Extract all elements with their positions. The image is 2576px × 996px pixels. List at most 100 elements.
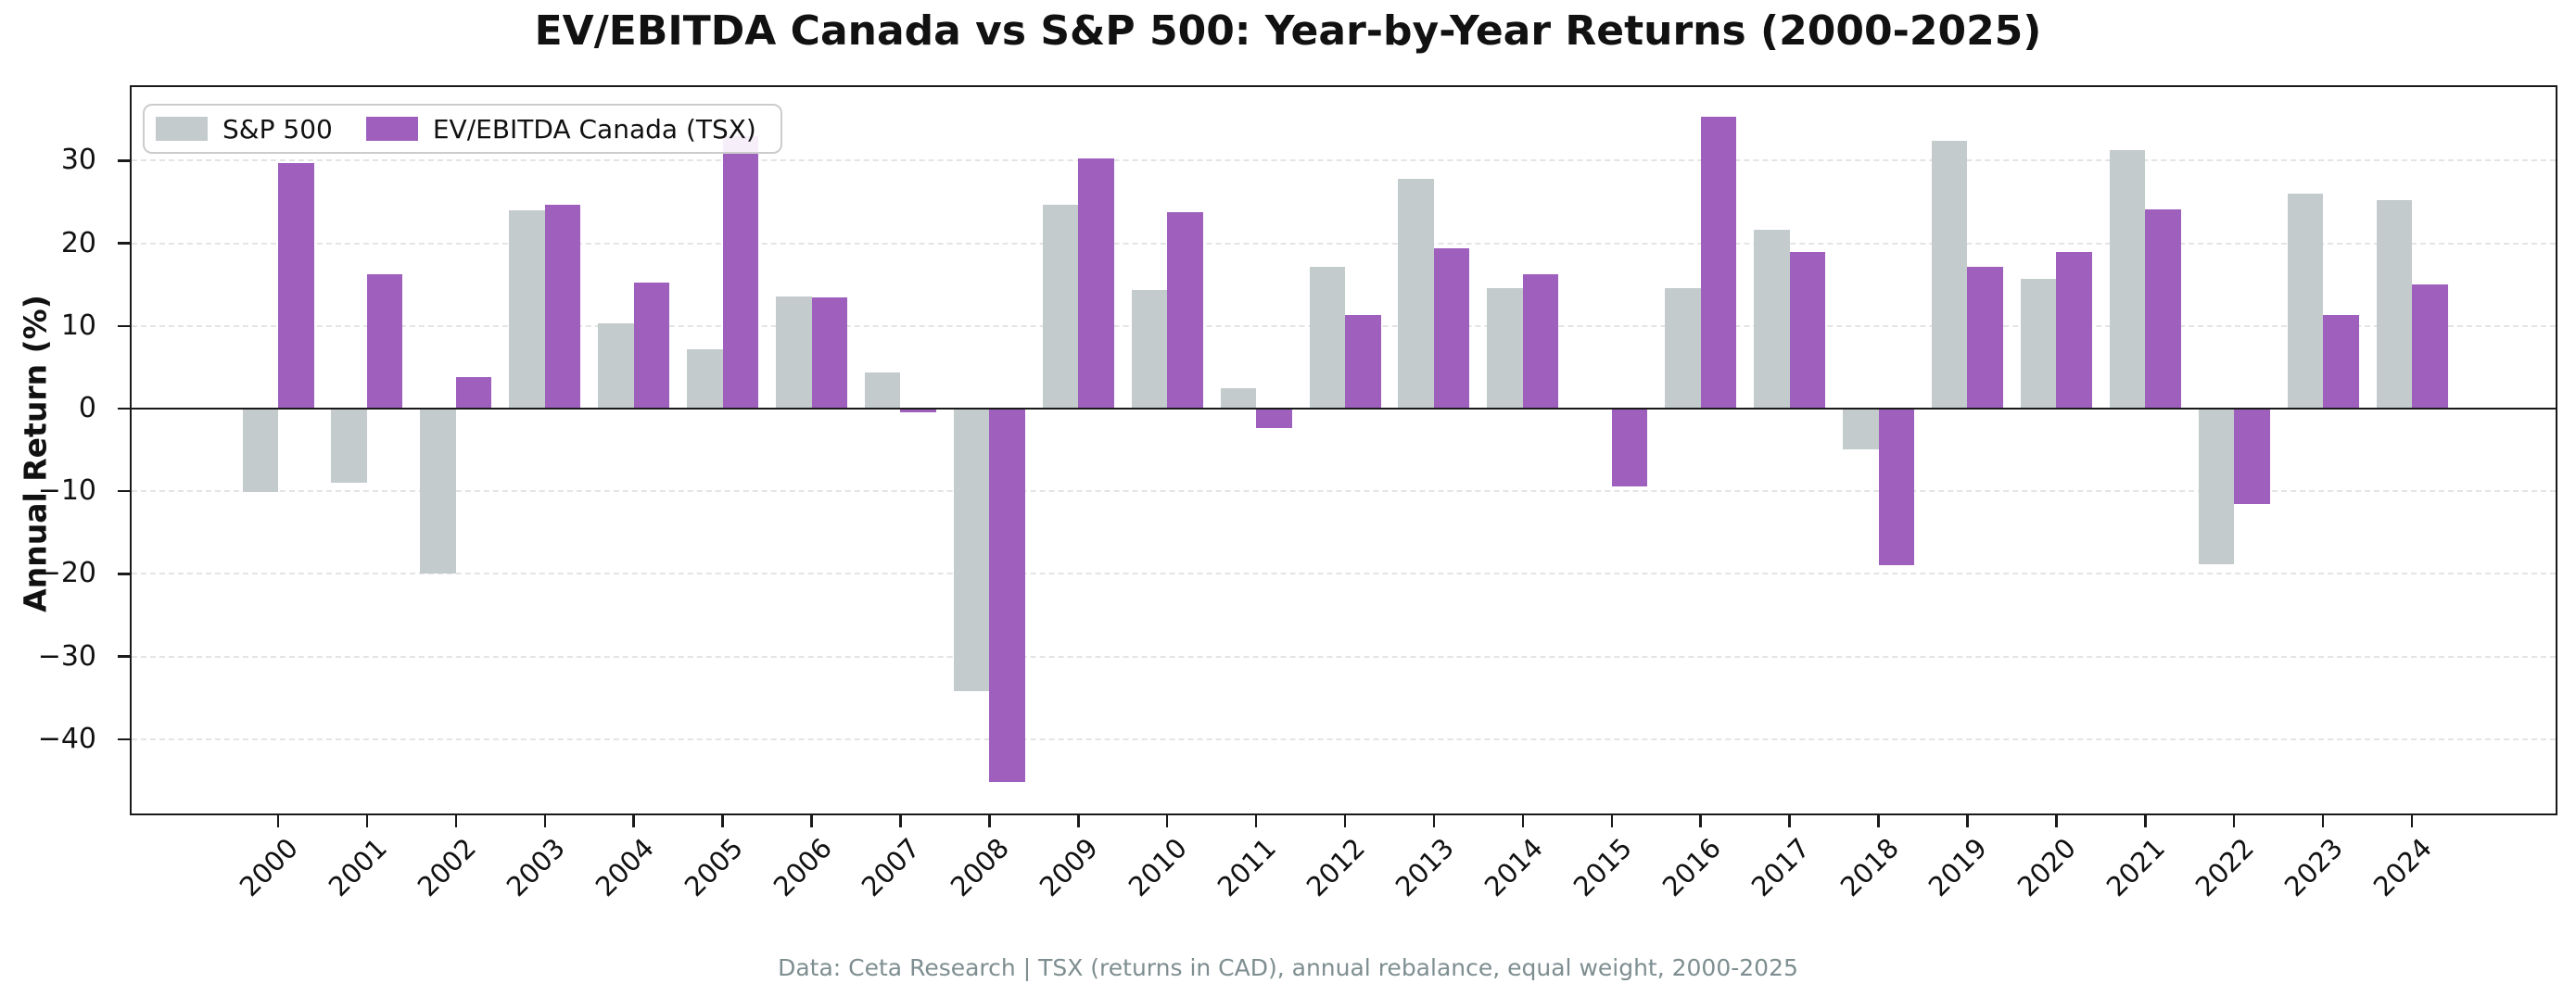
bar-sp500-2005: [687, 348, 723, 409]
bar-canada-2020: [2056, 252, 2092, 409]
bar-canada-2024: [2412, 284, 2448, 409]
x-tick: [1521, 815, 1525, 827]
y-tick: [118, 407, 130, 410]
bar-sp500-2018: [1843, 409, 1879, 449]
x-tick: [1877, 815, 1880, 827]
y-tick: [118, 655, 130, 658]
y-tick-label: −40: [37, 722, 96, 755]
x-tick: [2321, 815, 2325, 827]
bar-sp500-2002: [420, 409, 456, 574]
bar-canada-2004: [633, 282, 670, 409]
bar-sp500-2006: [776, 296, 812, 409]
gridline--20: [132, 573, 2556, 575]
gridline-20: [132, 242, 2556, 245]
x-tick: [2144, 815, 2147, 827]
x-tick-label-2008: 2008: [945, 832, 1016, 903]
footer-note: Data: Ceta Research | TSX (returns in CA…: [778, 954, 1798, 981]
x-tick: [810, 815, 813, 827]
x-tick-label-2002: 2002: [411, 832, 482, 903]
bar-canada-2002: [455, 377, 492, 409]
y-tick: [118, 324, 130, 328]
canada-swatch: [365, 117, 418, 141]
x-tick-label-2006: 2006: [767, 832, 838, 903]
y-tick-label: 20: [60, 226, 96, 259]
x-tick: [1254, 815, 1258, 827]
bar-sp500-2024: [2376, 200, 2413, 409]
bar-canada-2016: [1700, 117, 1737, 409]
x-tick-label-2022: 2022: [2189, 832, 2261, 903]
bar-canada-2013: [1433, 247, 1470, 409]
x-tick: [988, 815, 991, 827]
y-tick-label: 30: [60, 144, 96, 177]
bar-sp500-2023: [2287, 194, 2324, 409]
x-tick-label-2018: 2018: [1834, 832, 1905, 903]
x-tick: [365, 815, 369, 827]
bar-sp500-2003: [509, 209, 545, 409]
legend-label-sp500: S&P 500: [222, 113, 333, 145]
x-tick-label-2005: 2005: [678, 832, 749, 903]
y-tick: [118, 738, 130, 741]
bar-sp500-2007: [864, 372, 901, 409]
x-tick: [1343, 815, 1347, 827]
x-tick: [1077, 815, 1080, 827]
x-tick-label-2004: 2004: [589, 832, 660, 903]
y-tick: [118, 242, 130, 245]
bar-canada-2018: [1878, 409, 1915, 566]
x-tick: [632, 815, 635, 827]
bar-canada-2014: [1522, 274, 1559, 409]
chart-title: EV/EBITDA Canada vs S&P 500: Year-by-Yea…: [534, 7, 2042, 55]
bar-sp500-2022: [2198, 409, 2235, 564]
zero-line: [130, 408, 2557, 410]
bar-canada-2006: [811, 296, 848, 409]
x-tick: [2055, 815, 2058, 827]
x-tick-label-2011: 2011: [1211, 832, 1283, 903]
x-tick-label-2009: 2009: [1034, 832, 1105, 903]
bar-sp500-2000: [242, 409, 278, 493]
x-tick-label-2014: 2014: [1478, 832, 1549, 903]
bar-sp500-2008: [953, 409, 990, 692]
gridline-30: [132, 159, 2556, 162]
x-tick: [1966, 815, 1969, 827]
x-tick: [1165, 815, 1169, 827]
x-tick: [899, 815, 902, 827]
plot-frame: [130, 85, 2557, 815]
x-tick-label-2000: 2000: [233, 832, 305, 903]
bar-canada-2011: [1256, 409, 1292, 428]
bar-canada-2012: [1345, 315, 1381, 409]
x-tick-label-2021: 2021: [2100, 832, 2172, 903]
x-tick-label-2010: 2010: [1122, 832, 1194, 903]
x-tick: [276, 815, 280, 827]
x-tick-label-2007: 2007: [856, 832, 927, 903]
legend-item-sp500: S&P 500: [156, 114, 333, 145]
bar-canada-2003: [544, 204, 581, 409]
legend-item-canada: EV/EBITDA Canada (TSX): [365, 113, 756, 145]
x-tick-label-2017: 2017: [1745, 832, 1816, 903]
bar-canada-2005: [722, 135, 759, 409]
bar-sp500-2017: [1754, 230, 1790, 409]
x-tick-label-2019: 2019: [1922, 832, 1994, 903]
y-tick-label: −30: [37, 639, 96, 673]
gridline--30: [132, 655, 2556, 658]
x-tick: [1610, 815, 1614, 827]
bar-canada-2009: [1078, 158, 1114, 409]
bar-sp500-2019: [1931, 140, 1968, 409]
y-tick: [118, 159, 130, 162]
legend-label-canada: EV/EBITDA Canada (TSX): [432, 113, 756, 145]
y-axis-label: Annual Return (%): [17, 295, 54, 612]
bar-sp500-2011: [1220, 387, 1257, 409]
bar-canada-2000: [278, 163, 314, 409]
bar-sp500-2010: [1131, 289, 1168, 409]
y-tick: [118, 489, 130, 493]
x-tick-label-2013: 2013: [1389, 832, 1460, 903]
bar-canada-2015: [1611, 409, 1648, 486]
y-tick-label: 0: [78, 392, 96, 424]
x-tick: [1699, 815, 1702, 827]
bar-sp500-2020: [2020, 278, 2057, 409]
x-tick: [543, 815, 546, 827]
bar-canada-2007: [900, 409, 936, 413]
x-tick: [2410, 815, 2414, 827]
bar-canada-2017: [1789, 251, 1826, 409]
bar-canada-2023: [2323, 315, 2359, 409]
x-tick: [2232, 815, 2236, 827]
bar-canada-2021: [2145, 209, 2181, 409]
